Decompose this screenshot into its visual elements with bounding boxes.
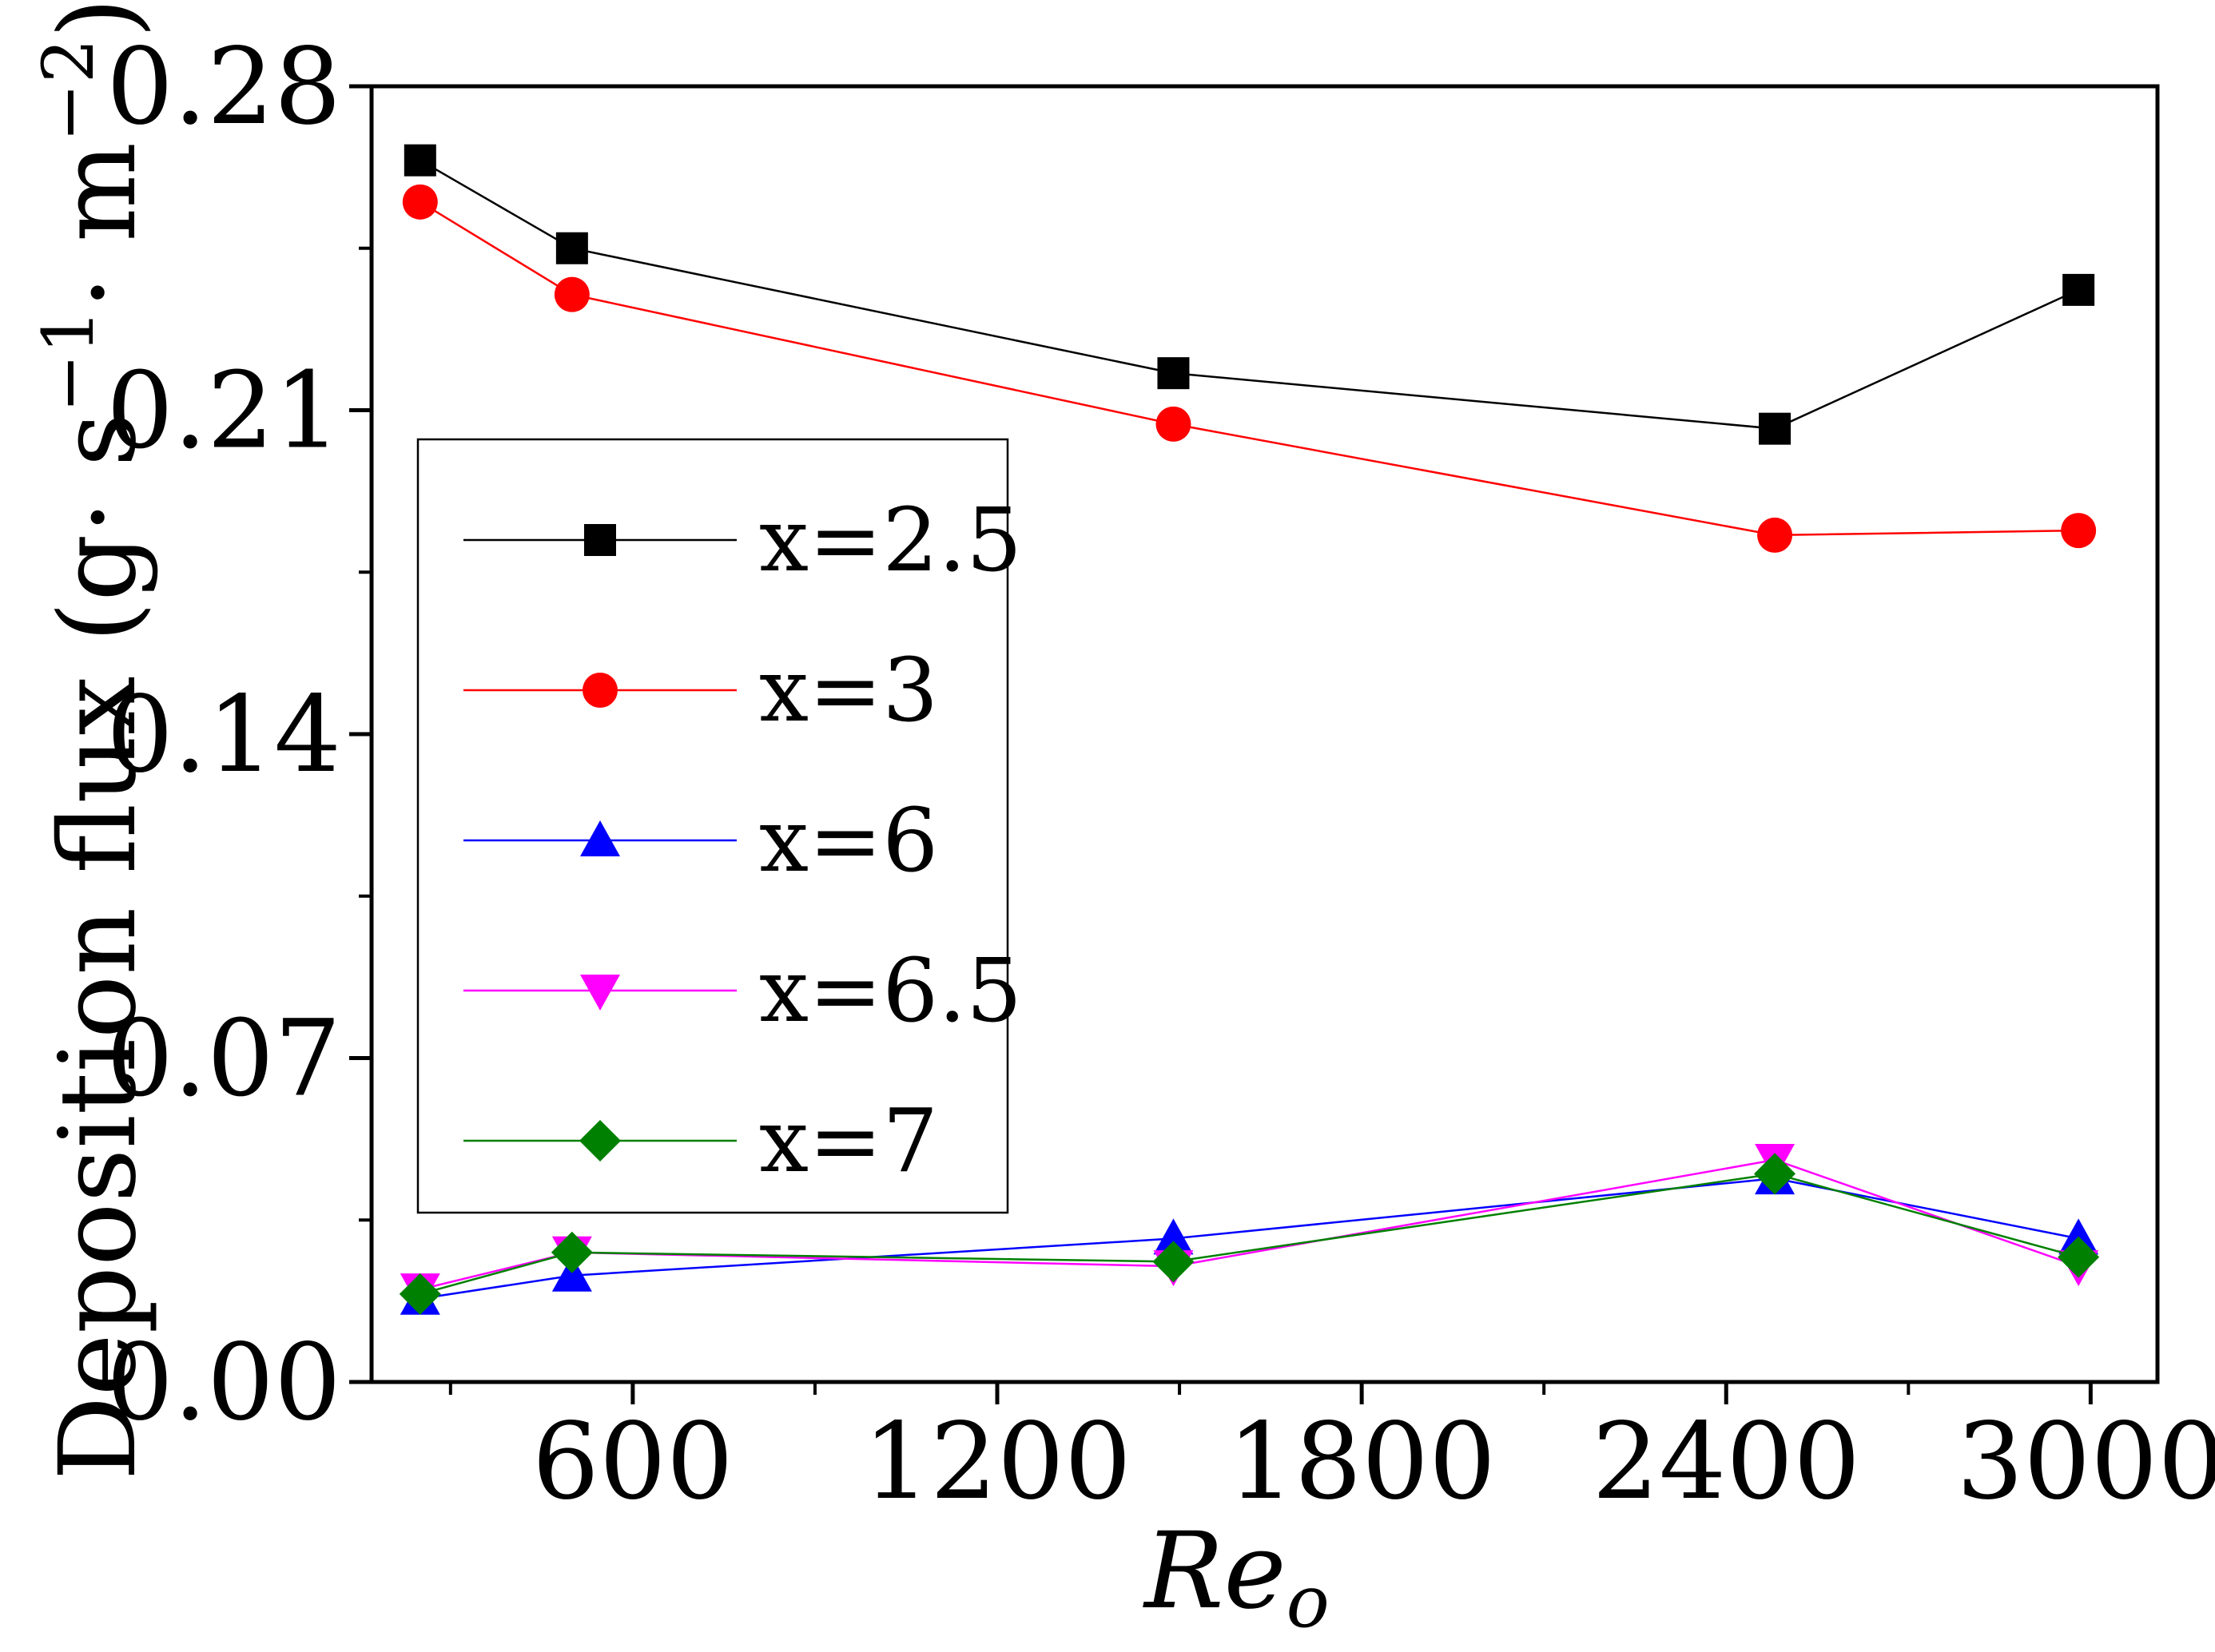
- y-axis-title-end: ): [37, 0, 160, 38]
- data-point-x=7-1: [551, 1231, 593, 1273]
- series-line-x=2.5: [420, 159, 2079, 430]
- x-tick-label-3000: 3000: [1956, 1400, 2215, 1523]
- legend-label-x=6.5: x=6.5: [759, 939, 1022, 1042]
- legend-marker-x=6: [580, 820, 620, 856]
- data-point-x=3-4: [2061, 513, 2097, 549]
- data-point-x=7-2: [1152, 1241, 1195, 1283]
- legend-marker-x=7: [579, 1120, 621, 1162]
- y-axis-title: Deposition flux (g· s−1· m−2): [27, 0, 160, 1480]
- y-axis-title-mid: · m: [37, 142, 160, 309]
- data-point-x=3-3: [1757, 517, 1793, 553]
- legend-item-x=6.5: x=6.5: [463, 939, 1022, 1042]
- legend-marker-x=3: [583, 673, 618, 708]
- legend-label-x=3: x=3: [759, 639, 938, 741]
- data-point-x=7-0: [399, 1273, 441, 1315]
- x-axis-title-subscript: o: [1286, 1560, 1330, 1644]
- series-x=7: [399, 1153, 2100, 1315]
- data-point-x=2.5-3: [1759, 412, 1791, 445]
- y-axis-title-main: Deposition flux (g· s: [37, 413, 160, 1481]
- x-axis-title-main: Re: [1143, 1510, 1286, 1633]
- x-tick-label-1200: 1200: [863, 1400, 1131, 1523]
- legend-marker-x=6.5: [580, 975, 620, 1011]
- legend-marker-x=2.5: [584, 524, 616, 556]
- legend-item-x=6: x=6: [463, 789, 938, 892]
- x-tick-label-1800: 1800: [1227, 1400, 1496, 1523]
- legend-label-x=2.5: x=2.5: [759, 489, 1022, 591]
- x-axis-title: Reo: [1143, 1510, 1330, 1644]
- data-point-x=2.5-2: [1157, 357, 1190, 390]
- data-point-x=6-1: [551, 1255, 592, 1292]
- y-tick-label-3: 0.21: [106, 350, 341, 473]
- y-tick-label-1: 0.07: [106, 998, 341, 1121]
- data-point-x=6-2: [1153, 1218, 1194, 1255]
- y-axis-title-sup1: −1: [27, 309, 109, 413]
- data-point-x=2.5-1: [555, 232, 588, 264]
- legend-item-x=3: x=3: [463, 639, 938, 741]
- y-axis-title-sup2: −2: [27, 38, 109, 142]
- y-tick-label-4: 0.28: [106, 26, 341, 149]
- x-tick-label-600: 600: [532, 1400, 734, 1523]
- y-tick-label-2: 0.14: [106, 673, 341, 796]
- data-point-x=3-0: [402, 184, 438, 220]
- legend: x=2.5 x=3 x=6 x=6.5 x=7: [416, 438, 1022, 1214]
- series-x=2.5: [404, 144, 2095, 445]
- data-point-x=2.5-4: [2062, 273, 2095, 306]
- legend-box: [416, 438, 1009, 1214]
- axes: 600 1200 1800 2400 3000 0.00 0.07 0.14 0.21 0.28: [106, 26, 2215, 1523]
- data-point-x=2.5-0: [404, 144, 436, 177]
- legend-item-x=2.5: x=2.5: [463, 489, 1022, 591]
- data-point-x=3-1: [554, 276, 590, 312]
- plot-area: [399, 144, 2100, 1315]
- data-point-x=3-2: [1155, 406, 1191, 442]
- legend-label-x=7: x=7: [759, 1090, 938, 1192]
- data-point-x=7-3: [1754, 1153, 1796, 1195]
- legend-item-x=7: x=7: [463, 1090, 938, 1192]
- data-point-x=7-4: [2058, 1236, 2100, 1278]
- y-tick-label-0: 0.00: [106, 1321, 341, 1444]
- legend-label-x=6: x=6: [759, 789, 938, 892]
- series-x=3: [402, 184, 2097, 553]
- x-tick-label-2400: 2400: [1592, 1400, 1860, 1523]
